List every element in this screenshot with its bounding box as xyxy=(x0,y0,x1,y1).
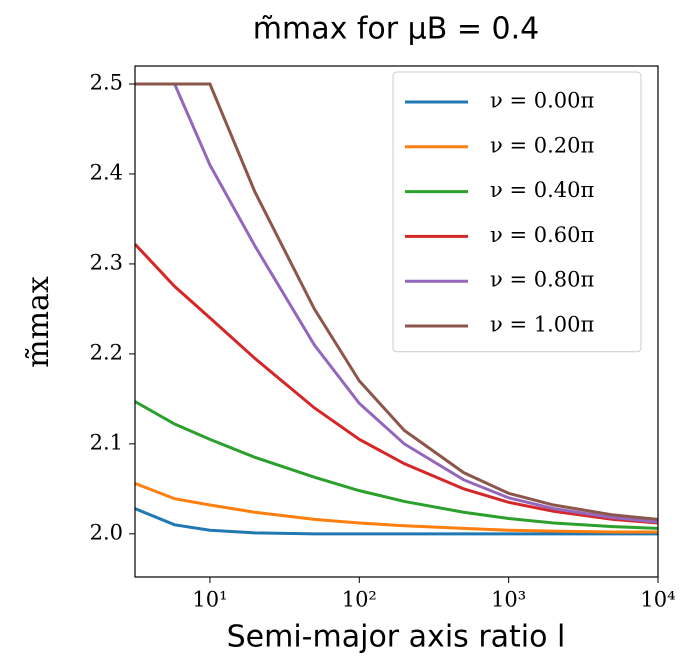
y-tick-label: 2.4 xyxy=(90,160,123,184)
legend-label: ν = 0.00π xyxy=(490,89,594,113)
y-tick-label: 2.5 xyxy=(90,70,123,94)
legend-label: ν = 1.00π xyxy=(490,313,594,337)
legend-label: ν = 0.40π xyxy=(490,178,594,202)
series-line xyxy=(135,400,658,530)
series-line xyxy=(135,507,658,536)
x-tick-label: 10² xyxy=(342,588,377,612)
series-line xyxy=(135,243,658,525)
x-tick-label: 10³ xyxy=(491,588,526,612)
y-tick-label: 2.0 xyxy=(90,520,123,544)
plot-frame xyxy=(134,65,659,578)
x-tick-label: 10¹ xyxy=(192,588,227,612)
series-line xyxy=(135,82,658,524)
series-line xyxy=(135,482,658,534)
legend-label: ν = 0.80π xyxy=(490,268,594,292)
legend-label: ν = 0.20π xyxy=(490,133,594,157)
y-tick-label: 2.3 xyxy=(90,250,123,274)
legend-box xyxy=(392,71,642,353)
chart-title: m̃max for μB = 0.4 xyxy=(253,12,540,47)
y-tick-label: 2.1 xyxy=(90,430,123,454)
x-axis-label: Semi-major axis ratio l xyxy=(227,620,566,655)
x-tick-label: 10⁴ xyxy=(640,588,675,612)
y-axis-label: m̃max xyxy=(21,276,56,368)
y-tick-label: 2.2 xyxy=(90,340,123,364)
series-line xyxy=(135,82,658,521)
legend-label: ν = 0.60π xyxy=(490,223,594,247)
